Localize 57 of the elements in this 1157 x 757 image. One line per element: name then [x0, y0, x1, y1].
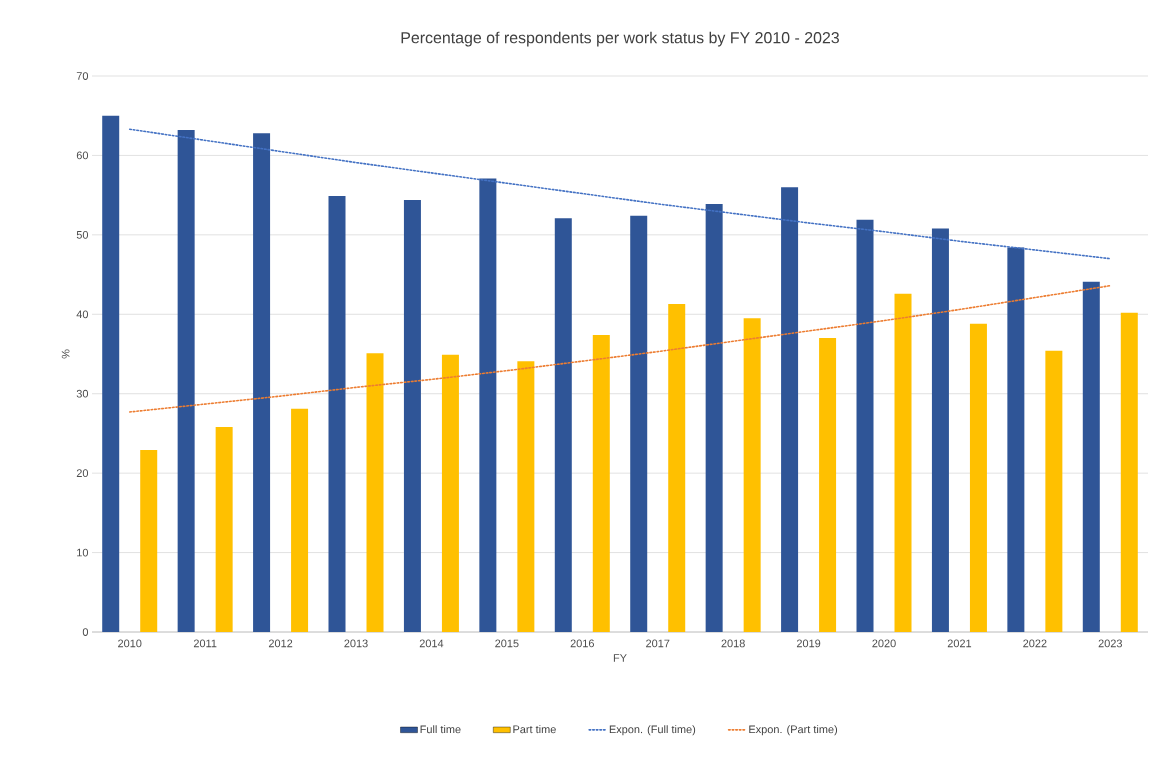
- y-tick-label: 20: [76, 469, 89, 478]
- x-tick-label: 2022: [1023, 639, 1047, 648]
- y-tick-label: 0: [82, 628, 89, 636]
- bar: [894, 293, 912, 632]
- x-tick-label: 2018: [721, 639, 745, 648]
- bar: [781, 187, 799, 632]
- bar: [969, 323, 987, 632]
- bar: [479, 178, 497, 632]
- x-tick-label: 2016: [570, 639, 594, 648]
- y-tick-label: 40: [76, 310, 89, 319]
- y-tick-label: 10: [77, 548, 89, 557]
- bar: [819, 338, 837, 632]
- legend-label: Expon. (Part time): [749, 725, 838, 736]
- bar: [592, 334, 610, 632]
- legend-label: Expon. (Full time): [609, 725, 696, 736]
- x-tick-label: 2010: [118, 639, 142, 648]
- bar: [668, 303, 686, 632]
- bar: [366, 353, 384, 632]
- bar: [215, 427, 233, 632]
- bar: [328, 195, 346, 632]
- legend-label: Part time: [513, 725, 556, 734]
- bar: [1007, 247, 1025, 632]
- x-tick-label: 2011: [193, 639, 217, 648]
- bar: [856, 219, 874, 632]
- y-tick-label: 70: [76, 72, 89, 80]
- bar: [253, 133, 271, 632]
- bar: [102, 115, 120, 632]
- y-axis-title: %: [61, 349, 70, 359]
- x-tick-label: 2015: [495, 639, 519, 648]
- bar: [743, 318, 761, 632]
- x-tick-label: 2023: [1098, 639, 1122, 648]
- bar: [441, 354, 459, 632]
- x-tick-label: 2017: [646, 639, 670, 648]
- x-axis-title: FY: [613, 654, 627, 662]
- bar: [931, 228, 949, 632]
- x-tick-label: 2020: [872, 639, 896, 648]
- bar: [554, 218, 572, 632]
- y-tick-label: 30: [76, 389, 89, 398]
- y-tick-label: 50: [76, 230, 89, 239]
- bar: [705, 203, 723, 632]
- x-tick-label: 2014: [419, 639, 444, 648]
- bar: [403, 199, 421, 632]
- bar: [291, 408, 309, 632]
- bar: [517, 361, 535, 632]
- x-tick-label: 2019: [796, 639, 821, 648]
- chart-title: Percentage of respondents per work status by FY 2010 - 2023: [401, 31, 839, 47]
- y-tick-label: 60: [76, 151, 89, 160]
- x-tick-label: 2013: [344, 639, 368, 648]
- legend-label: Full time: [420, 725, 461, 734]
- x-tick-label: 2021: [947, 639, 972, 648]
- bar: [1045, 350, 1063, 632]
- bar: [177, 130, 195, 632]
- bar: [630, 215, 648, 632]
- x-tick-label: 2012: [268, 639, 293, 648]
- bar: [1082, 281, 1100, 632]
- bar: [1120, 312, 1138, 632]
- bar: [140, 450, 158, 632]
